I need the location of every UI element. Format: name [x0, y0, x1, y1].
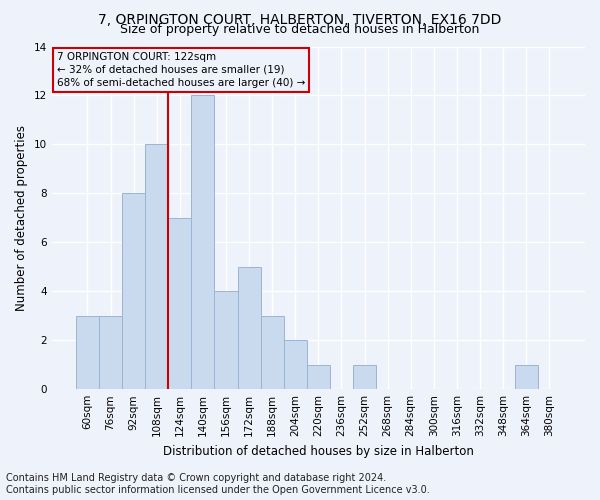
- Bar: [145, 144, 168, 389]
- Text: Contains HM Land Registry data © Crown copyright and database right 2024.
Contai: Contains HM Land Registry data © Crown c…: [6, 474, 430, 495]
- Bar: [191, 96, 214, 389]
- Bar: [515, 364, 538, 389]
- Bar: [284, 340, 307, 389]
- Bar: [99, 316, 122, 389]
- Text: 7 ORPINGTON COURT: 122sqm
← 32% of detached houses are smaller (19)
68% of semi-: 7 ORPINGTON COURT: 122sqm ← 32% of detac…: [57, 52, 305, 88]
- Bar: [307, 364, 330, 389]
- X-axis label: Distribution of detached houses by size in Halberton: Distribution of detached houses by size …: [163, 444, 474, 458]
- Text: Size of property relative to detached houses in Halberton: Size of property relative to detached ho…: [121, 22, 479, 36]
- Bar: [260, 316, 284, 389]
- Bar: [168, 218, 191, 389]
- Y-axis label: Number of detached properties: Number of detached properties: [15, 125, 28, 311]
- Bar: [122, 194, 145, 389]
- Bar: [238, 267, 260, 389]
- Bar: [214, 292, 238, 389]
- Bar: [76, 316, 99, 389]
- Bar: [353, 364, 376, 389]
- Text: 7, ORPINGTON COURT, HALBERTON, TIVERTON, EX16 7DD: 7, ORPINGTON COURT, HALBERTON, TIVERTON,…: [98, 12, 502, 26]
